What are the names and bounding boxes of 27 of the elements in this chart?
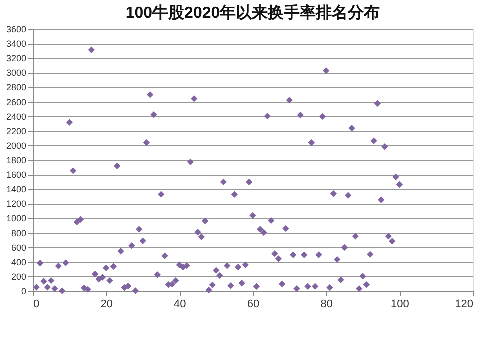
- y-tick-label: 1200: [6, 199, 26, 210]
- y-tick-label: 800: [11, 228, 26, 238]
- y-tick-label: 1400: [6, 184, 26, 195]
- chart-title: 100牛股2020年以来换手率排名分布: [126, 3, 380, 22]
- x-tick-label: 60: [247, 298, 260, 310]
- y-tick-label: 1000: [6, 214, 26, 224]
- x-tick-label: 100: [390, 298, 410, 310]
- y-tick-label: 0: [21, 286, 26, 296]
- y-tick-label: 1600: [6, 170, 26, 180]
- y-tick-label: 200: [11, 272, 26, 282]
- y-tick-label: 2200: [6, 126, 26, 136]
- x-tick-label: 40: [174, 298, 186, 310]
- y-tick-label: 2800: [6, 82, 26, 93]
- x-tick-label: 80: [320, 298, 333, 310]
- y-tick-label: 600: [11, 242, 26, 253]
- y-tick-label: 2600: [6, 97, 26, 108]
- y-tick-label: 3600: [6, 24, 26, 34]
- x-tick-label: 120: [455, 298, 474, 310]
- y-tick-label: 3400: [6, 39, 26, 50]
- y-tick-label: 2400: [6, 112, 26, 122]
- x-tick-label: 20: [100, 298, 113, 310]
- y-tick-label: 3000: [6, 68, 26, 78]
- y-tick-label: 2000: [6, 140, 26, 151]
- y-tick-label: 400: [11, 257, 26, 268]
- y-tick-label: 1800: [6, 156, 26, 166]
- y-tick-label: 3200: [6, 54, 26, 64]
- x-tick-label: 0: [34, 298, 40, 310]
